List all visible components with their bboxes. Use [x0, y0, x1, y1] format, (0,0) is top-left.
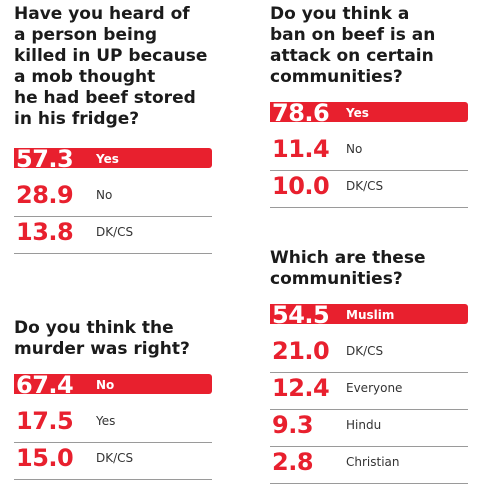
- answer-label: Everyone: [346, 381, 403, 395]
- answer-label: Yes: [96, 414, 116, 428]
- percent-value: 12.4: [272, 374, 330, 402]
- poll-murder-right: Do you think the murder was right? 67.4 N…: [14, 318, 218, 480]
- question-title: Do you think a ban on beef is an attack …: [270, 4, 436, 87]
- answer-label: DK/CS: [96, 225, 134, 239]
- answer-row: 78.6 Yes: [270, 98, 468, 134]
- answer-row: 11.4 No: [270, 134, 468, 171]
- percent-value: 15.0: [16, 444, 74, 472]
- answer-row: 12.4 Everyone: [270, 373, 468, 410]
- poll-heard-of-killing: Have you heard of a person being killed …: [14, 4, 218, 254]
- answer-row: 28.9 No: [14, 180, 212, 217]
- answer-label: DK/CS: [346, 179, 384, 193]
- poll-beef-ban-attack: Do you think a ban on beef is an attack …: [270, 4, 470, 208]
- answer-rows: 78.6 Yes 11.4 No 10.0 DK/CS: [270, 98, 468, 208]
- answer-row: 21.0 DK/CS: [270, 336, 468, 373]
- answer-row: 13.8 DK/CS: [14, 217, 212, 254]
- percent-value: 67.4: [16, 371, 74, 399]
- answer-row: 67.4 No: [14, 370, 212, 406]
- answer-row: 57.3 Yes: [14, 144, 212, 180]
- answer-row: 17.5 Yes: [14, 406, 212, 443]
- answer-label: Hindu: [346, 418, 382, 432]
- question-title: Which are these communities?: [270, 248, 426, 289]
- answer-label: No: [96, 378, 115, 392]
- percent-value: 11.4: [272, 135, 330, 163]
- highlight-bar: [14, 374, 212, 394]
- percent-value: 9.3: [272, 411, 314, 439]
- answer-label: DK/CS: [346, 344, 384, 358]
- percent-value: 57.3: [16, 145, 74, 173]
- answer-row: 2.8 Christian: [270, 447, 468, 484]
- question-title: Have you heard of a person being killed …: [14, 4, 208, 129]
- highlight-bar: [270, 304, 468, 324]
- answer-label: Christian: [346, 455, 400, 469]
- answer-row: 15.0 DK/CS: [14, 443, 212, 480]
- answer-label: No: [96, 188, 113, 202]
- answer-label: Yes: [346, 106, 369, 120]
- percent-value: 13.8: [16, 218, 74, 246]
- answer-label: Yes: [96, 152, 119, 166]
- answer-row: 10.0 DK/CS: [270, 171, 468, 208]
- percent-value: 78.6: [272, 99, 330, 127]
- percent-value: 28.9: [16, 181, 74, 209]
- percent-value: 54.5: [272, 301, 330, 329]
- percent-value: 2.8: [272, 448, 314, 476]
- answer-label: No: [346, 142, 363, 156]
- answer-rows: 54.5 Muslim 21.0 DK/CS 12.4 Everyone 9.3 Hindu 2…: [270, 300, 468, 484]
- answer-label: DK/CS: [96, 451, 134, 465]
- highlight-bar: [270, 102, 468, 122]
- percent-value: 21.0: [272, 337, 330, 365]
- answer-rows: 57.3 Yes 28.9 No 13.8 DK/CS: [14, 144, 212, 254]
- answer-row: 9.3 Hindu: [270, 410, 468, 447]
- poll-which-communities: Which are these communities? 54.5 Muslim 2…: [270, 248, 470, 484]
- question-title: Do you think the murder was right?: [14, 318, 190, 359]
- highlight-bar: [14, 148, 212, 168]
- answer-rows: 67.4 No 17.5 Yes 15.0 DK/CS: [14, 370, 212, 480]
- percent-value: 10.0: [272, 172, 330, 200]
- answer-label: Muslim: [346, 308, 395, 322]
- percent-value: 17.5: [16, 407, 74, 435]
- answer-row: 54.5 Muslim: [270, 300, 468, 336]
